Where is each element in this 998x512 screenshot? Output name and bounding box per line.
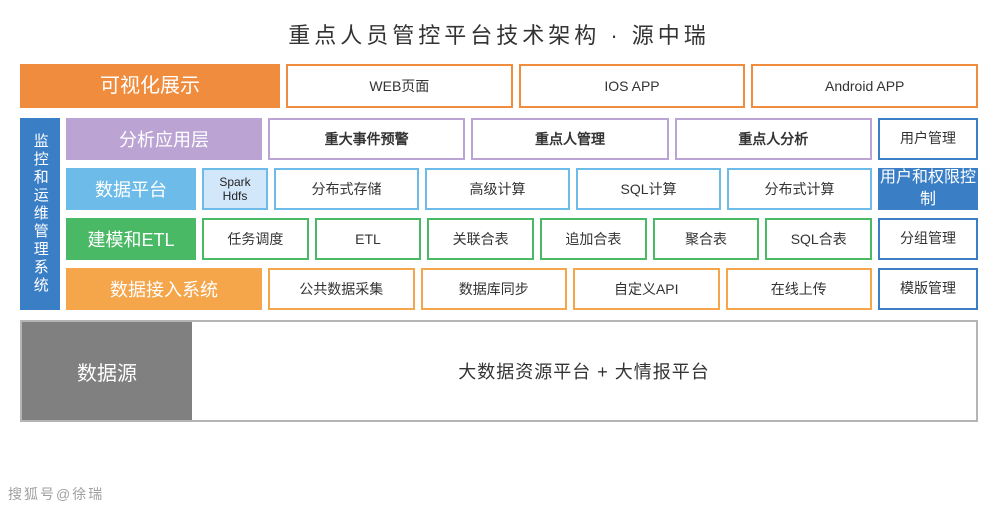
analysis-label: 分析应用层: [66, 118, 262, 160]
spark-line1: Spark: [219, 175, 250, 189]
page-title: 重点人员管控平台技术架构 · 源中瑞: [0, 0, 998, 64]
data-platform-cell-2: SQL计算: [576, 168, 721, 210]
right-column: 用户管理 用户和权限控制 分组管理 模版管理: [878, 118, 978, 310]
visualization-cell-ios: IOS APP: [519, 64, 746, 108]
etl-cell-2: 关联合表: [427, 218, 534, 260]
data-platform-cell-3: 分布式计算: [727, 168, 872, 210]
visualization-cell-android: Android APP: [751, 64, 978, 108]
row-analysis: 分析应用层 重大事件预警 重点人管理 重点人分析: [66, 118, 872, 160]
mid-stack: 分析应用层 重大事件预警 重点人管理 重点人分析 数据平台 Spark Hdfs…: [66, 118, 872, 310]
analysis-cell-0: 重大事件预警: [268, 118, 465, 160]
ingest-cell-3: 在线上传: [726, 268, 873, 310]
analysis-cell-2: 重点人分析: [675, 118, 872, 160]
data-platform-cell-0: 分布式存储: [274, 168, 419, 210]
etl-cell-0: 任务调度: [202, 218, 309, 260]
middle-block: 监控和运维管理系统 分析应用层 重大事件预警 重点人管理 重点人分析 数据平台 …: [20, 118, 978, 310]
ingest-cell-1: 数据库同步: [421, 268, 568, 310]
etl-label: 建模和ETL: [66, 218, 196, 260]
row-ingest: 数据接入系统 公共数据采集 数据库同步 自定义API 在线上传: [66, 268, 872, 310]
right-cell-template-mgmt: 模版管理: [878, 268, 978, 310]
right-cell-user-mgmt: 用户管理: [878, 118, 978, 160]
etl-cell-1: ETL: [315, 218, 422, 260]
ingest-label: 数据接入系统: [66, 268, 262, 310]
spark-line2: Hdfs: [223, 189, 248, 203]
data-source-content: 大数据资源平台 + 大情报平台: [192, 322, 976, 420]
visualization-label: 可视化展示: [20, 64, 280, 108]
visualization-cell-web: WEB页面: [286, 64, 513, 108]
data-platform-cell-1: 高级计算: [425, 168, 570, 210]
row-data-source: 数据源 大数据资源平台 + 大情报平台: [20, 320, 978, 422]
ingest-cell-2: 自定义API: [573, 268, 720, 310]
row-data-platform: 数据平台 Spark Hdfs 分布式存储 高级计算 SQL计算 分布式计算: [66, 168, 872, 210]
analysis-cell-1: 重点人管理: [471, 118, 668, 160]
left-sidebar: 监控和运维管理系统: [20, 118, 60, 310]
row-visualization: 可视化展示 WEB页面 IOS APP Android APP: [20, 64, 978, 108]
watermark: 搜狐号@徐瑞: [8, 484, 104, 504]
etl-cell-3: 追加合表: [540, 218, 647, 260]
ingest-cell-0: 公共数据采集: [268, 268, 415, 310]
row-etl: 建模和ETL 任务调度 ETL 关联合表 追加合表 聚合表 SQL合表: [66, 218, 872, 260]
right-cell-user-permission: 用户和权限控制: [878, 168, 978, 210]
data-platform-label: 数据平台: [66, 168, 196, 210]
etl-cell-4: 聚合表: [653, 218, 760, 260]
right-cell-group-mgmt: 分组管理: [878, 218, 978, 260]
data-source-label: 数据源: [22, 322, 192, 420]
etl-cell-5: SQL合表: [765, 218, 872, 260]
data-platform-spark: Spark Hdfs: [202, 168, 268, 210]
